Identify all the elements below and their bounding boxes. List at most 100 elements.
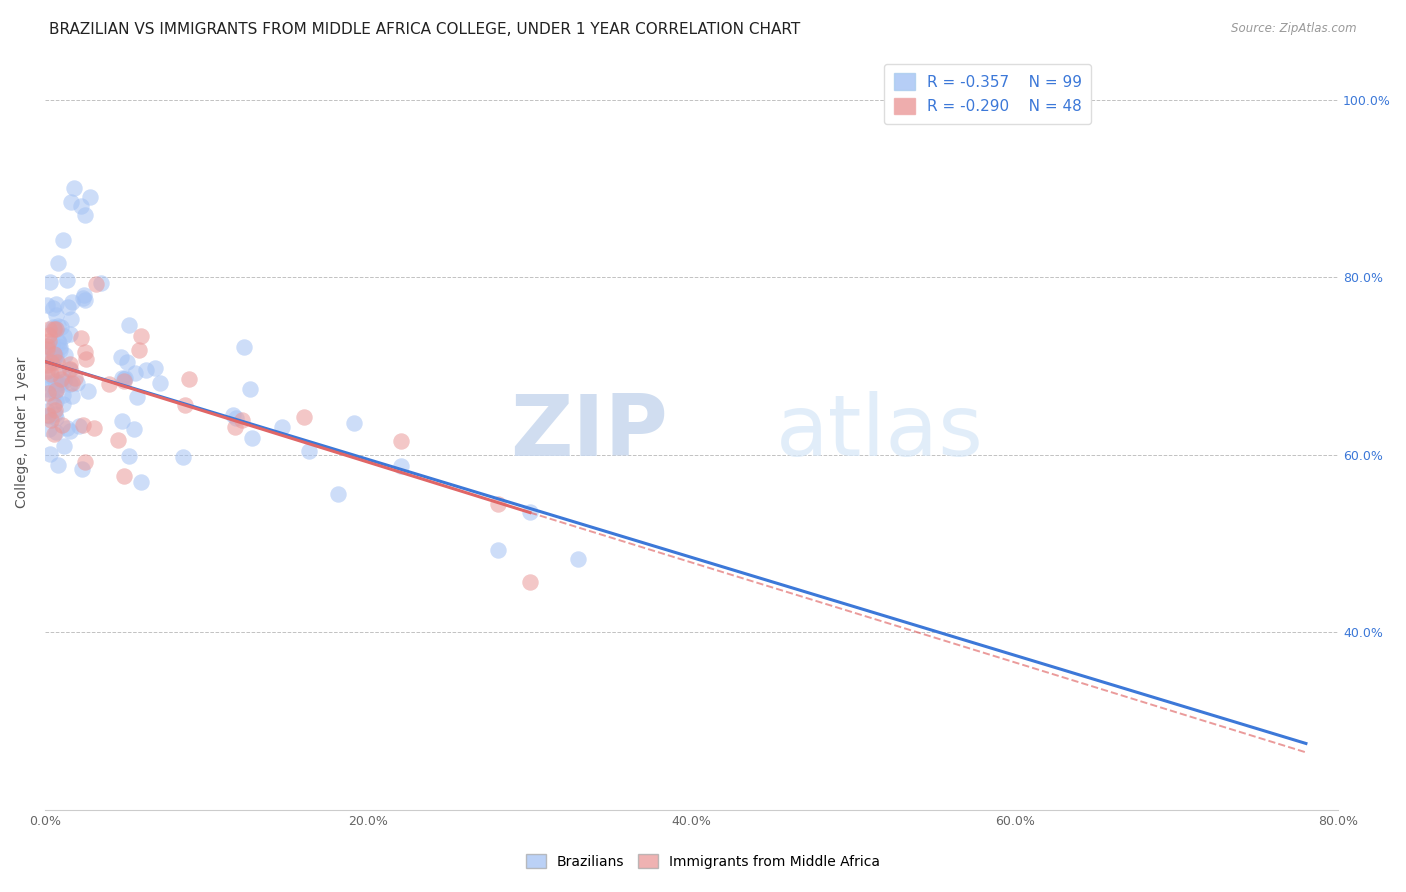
Point: [44, 384, 66, 399]
Point: [149, 376, 172, 390]
Point: [45, 393, 67, 408]
Point: [224, 420, 246, 434]
Point: [122, 422, 145, 436]
Point: [41, 351, 63, 365]
Point: [49, 319, 72, 334]
Point: [59, 327, 82, 342]
Point: [326, 487, 349, 501]
Point: [35, 376, 58, 390]
Point: [45, 410, 67, 425]
Text: ZIP: ZIP: [510, 391, 668, 475]
Text: Source: ZipAtlas.com: Source: ZipAtlas.com: [1232, 22, 1357, 36]
Point: [73, 287, 96, 301]
Point: [51, 417, 73, 432]
Point: [46, 256, 69, 270]
Point: [39, 413, 62, 427]
Point: [127, 390, 149, 404]
Point: [38, 322, 60, 336]
Point: [42, 301, 65, 315]
Point: [59, 312, 82, 326]
Point: [118, 318, 141, 332]
Point: [110, 413, 132, 427]
Point: [65, 376, 87, 390]
Point: [59, 424, 82, 438]
Point: [239, 382, 262, 396]
Point: [59, 361, 82, 376]
Point: [52, 233, 75, 247]
Point: [232, 340, 254, 354]
Point: [110, 351, 132, 365]
Point: [143, 360, 166, 375]
Point: [225, 411, 247, 425]
Point: [107, 433, 129, 447]
Point: [35, 364, 58, 378]
Point: [112, 372, 135, 386]
Point: [48, 341, 70, 355]
Point: [38, 409, 60, 423]
Point: [124, 366, 146, 380]
Point: [343, 416, 366, 430]
Point: [46, 334, 69, 348]
Point: [37, 409, 59, 423]
Point: [46, 363, 69, 377]
Point: [49, 343, 72, 358]
Point: [38, 422, 60, 436]
Point: [174, 398, 197, 412]
Point: [44, 321, 66, 335]
Point: [75, 455, 97, 469]
Point: [35, 297, 58, 311]
Point: [72, 291, 94, 305]
Point: [42, 427, 65, 442]
Point: [177, 372, 200, 386]
Point: [46, 318, 69, 333]
Point: [48, 377, 70, 392]
Point: [129, 475, 152, 490]
Point: [44, 374, 66, 388]
Point: [39, 369, 62, 384]
Point: [567, 552, 589, 566]
Point: [44, 350, 66, 364]
Point: [486, 497, 509, 511]
Point: [48, 335, 70, 350]
Point: [135, 363, 157, 377]
Point: [37, 382, 59, 396]
Point: [39, 354, 62, 368]
Point: [37, 404, 59, 418]
Point: [41, 355, 63, 369]
Point: [389, 434, 412, 448]
Point: [45, 349, 67, 363]
Point: [35, 342, 58, 356]
Point: [42, 348, 65, 362]
Point: [42, 398, 65, 412]
Point: [42, 321, 65, 335]
Point: [63, 181, 86, 195]
Point: [84, 277, 107, 291]
Point: [67, 418, 90, 433]
Point: [41, 335, 63, 350]
Point: [128, 343, 150, 358]
Point: [486, 542, 509, 557]
Point: [111, 371, 134, 385]
Point: [112, 468, 135, 483]
Point: [297, 443, 319, 458]
Point: [53, 439, 76, 453]
Point: [45, 355, 67, 369]
Point: [49, 372, 72, 386]
Point: [45, 322, 67, 336]
Point: [70, 331, 93, 345]
Point: [77, 384, 100, 398]
Point: [48, 458, 70, 472]
Point: [35, 359, 58, 373]
Point: [41, 341, 63, 355]
Point: [52, 374, 75, 388]
Point: [52, 387, 75, 401]
Point: [35, 339, 58, 353]
Point: [90, 276, 112, 290]
Point: [41, 390, 63, 404]
Point: [79, 190, 101, 204]
Point: [42, 347, 65, 361]
Point: [83, 420, 105, 434]
Point: [222, 408, 245, 422]
Point: [72, 418, 94, 433]
Point: [240, 431, 263, 445]
